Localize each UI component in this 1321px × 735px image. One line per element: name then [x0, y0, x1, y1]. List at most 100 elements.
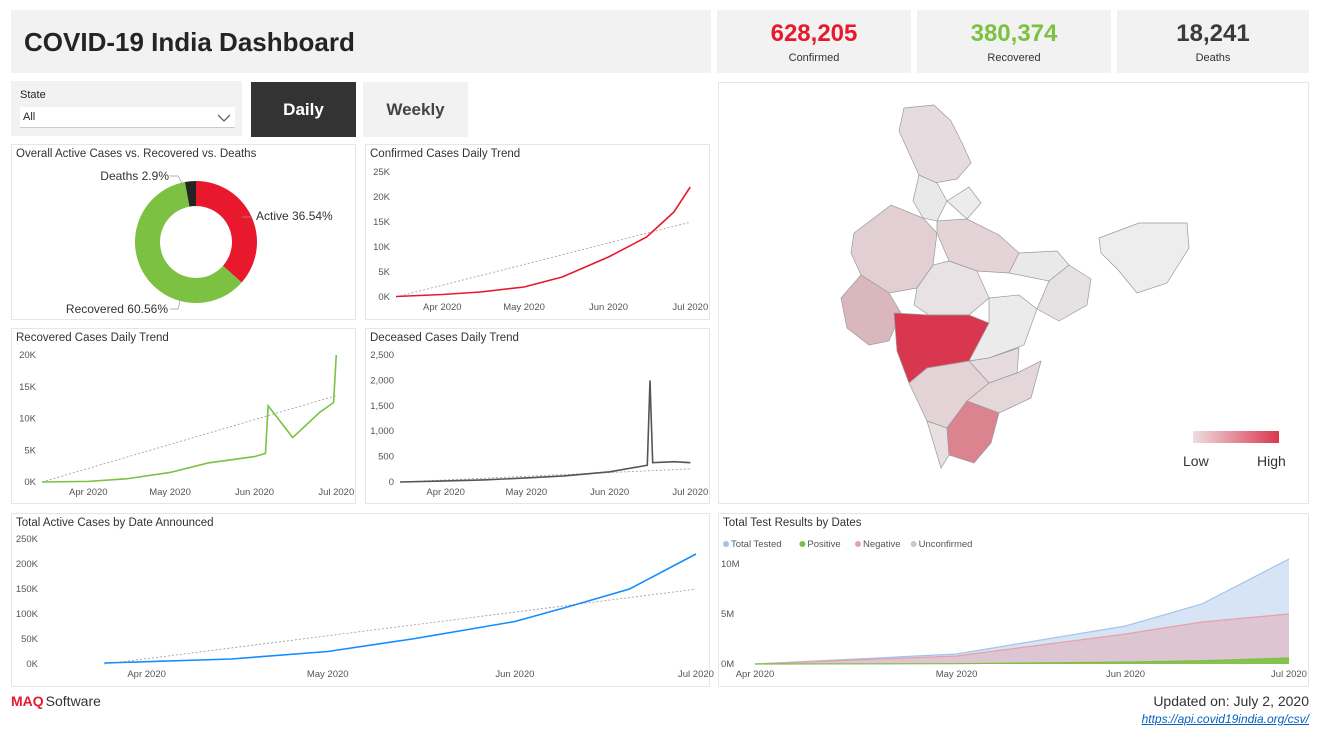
x-tick-label: Apr 2020 [127, 669, 166, 680]
y-tick-label: 1,000 [370, 426, 394, 437]
map-panel: Low High [718, 82, 1309, 504]
map-legend-gradient [1193, 431, 1279, 443]
x-tick-label: May 2020 [505, 487, 547, 498]
map-region-tamilnadu [946, 400, 1000, 464]
y-tick-label: 5K [378, 267, 390, 278]
map-region-northeast [1098, 222, 1190, 294]
y-tick-label: 200K [16, 559, 39, 570]
y-tick-label: 10K [19, 414, 37, 425]
y-tick-label: 2,000 [370, 375, 394, 386]
map-region-bihar [1008, 250, 1070, 282]
kpi-recovered: 380,374 Recovered [917, 10, 1111, 73]
state-dropdown-value: All [23, 111, 36, 123]
page-title: COVID-19 India Dashboard [24, 27, 355, 57]
kpi-confirmed: 628,205 Confirmed [717, 10, 911, 73]
series-line-total-tested [754, 558, 1290, 665]
x-tick-label: May 2020 [307, 669, 349, 680]
legend-label: Total Tested [731, 539, 782, 550]
x-tick-label: Jul 2020 [672, 487, 708, 498]
daily-button[interactable]: Daily [251, 82, 356, 137]
india-map[interactable]: Low High [719, 83, 1310, 505]
legend-marker [910, 541, 917, 547]
weekly-button[interactable]: Weekly [363, 82, 468, 137]
donut-leader [170, 300, 181, 310]
y-tick-label: 0K [24, 477, 36, 488]
x-tick-label: Jul 2020 [672, 302, 708, 313]
series-line [41, 354, 338, 483]
state-filter: State All [11, 81, 242, 136]
map-region-uttarakhand [946, 186, 982, 220]
x-tick-label: May 2020 [149, 487, 191, 498]
y-tick-label: 500 [378, 452, 394, 463]
map-region-north [898, 104, 972, 184]
active-title: Total Active Cases by Date Announced [16, 517, 214, 529]
area-positive [755, 658, 1289, 664]
updated-on: Updated on: July 2, 2020 [1153, 693, 1309, 709]
x-tick-label: May 2020 [936, 669, 978, 680]
source-link[interactable]: https://api.covid19india.org/csv/ [1141, 712, 1309, 726]
y-tick-label: 15K [373, 217, 391, 228]
donut-label-active: Active 36.54% [256, 209, 333, 223]
map-legend: Low High [1183, 431, 1286, 469]
y-tick-label: 250K [16, 534, 39, 545]
x-tick-label: Apr 2020 [736, 669, 775, 680]
recovered-chart: 20K 15K 10K 5K 0K Apr 2020 May 2020 Jun 2020 Jul… [19, 350, 354, 498]
kpi-recovered-value: 380,374 [970, 20, 1058, 47]
map-region-kerala [926, 420, 950, 469]
updated-label: Updated on: [1153, 693, 1230, 709]
state-dropdown[interactable]: All [20, 107, 235, 128]
y-tick-label: 50K [21, 634, 39, 645]
brand-suffix: Software [45, 693, 101, 709]
y-tick-label: 15K [19, 382, 37, 393]
legend-label: Unconfirmed [919, 539, 973, 550]
x-tick-label: Jun 2020 [589, 302, 628, 313]
kpi-recovered-label: Recovered [987, 52, 1041, 64]
legend-label: Positive [807, 539, 840, 550]
donut-slice-active [196, 181, 257, 283]
map-legend-low: Low [1183, 453, 1210, 469]
donut-leader [170, 175, 183, 184]
trend-line [41, 395, 337, 483]
deceased-title: Deceased Cases Daily Trend [370, 332, 519, 344]
map-region-chhattisgarh [968, 294, 1038, 362]
y-tick-label: 20K [373, 192, 391, 203]
active-panel: Total Active Cases by Date Announced 250… [11, 513, 714, 687]
kpi-deaths: 18,241 Deaths [1117, 10, 1309, 73]
donut-slice-deaths [184, 181, 196, 207]
legend-marker [855, 541, 861, 547]
legend-marker [799, 541, 806, 547]
trend-line [399, 468, 691, 483]
kpi-deaths-label: Deaths [1195, 52, 1231, 64]
donut-title: Overall Active Cases vs. Recovered vs. D… [16, 148, 257, 160]
kpi-confirmed-value: 628,205 [770, 20, 858, 47]
x-tick-label: Apr 2020 [69, 487, 108, 498]
deceased-chart: 2,500 2,000 1,500 1,000 500 0 Apr 2020 May 2020… [370, 350, 708, 498]
donut-label-deaths: Deaths 2.9% [100, 169, 169, 183]
confirmed-title: Confirmed Cases Daily Trend [370, 148, 521, 160]
trend-line [395, 221, 691, 298]
series-line [104, 553, 697, 664]
area-negative [755, 614, 1289, 664]
y-tick-label: 0K [26, 659, 38, 670]
brand-prefix: MAQ [11, 693, 44, 709]
y-tick-label: 0 [389, 477, 394, 488]
recovered-panel: Recovered Cases Daily Trend 20K 15K 10K 5K 0… [11, 328, 356, 504]
x-tick-label: Jun 2020 [235, 487, 274, 498]
chevron-down-icon [217, 114, 231, 122]
series-line [395, 186, 691, 298]
y-tick-label: 0K [378, 292, 390, 303]
x-tick-label: Apr 2020 [423, 302, 462, 313]
kpi-deaths-value: 18,241 [1176, 20, 1250, 47]
y-tick-label: 10K [373, 242, 391, 253]
y-tick-label: 2,500 [370, 350, 394, 361]
x-tick-label: Jul 2020 [318, 487, 354, 498]
y-tick-label: 5M [721, 609, 734, 620]
x-tick-label: Jun 2020 [495, 669, 534, 680]
y-tick-label: 20K [19, 350, 37, 361]
donut-panel: Overall Active Cases vs. Recovered vs. D… [11, 144, 356, 320]
y-tick-label: 150K [16, 584, 39, 595]
y-tick-label: 0M [721, 659, 734, 670]
legend-label: Negative [863, 539, 901, 550]
y-tick-label: 5K [24, 445, 36, 456]
